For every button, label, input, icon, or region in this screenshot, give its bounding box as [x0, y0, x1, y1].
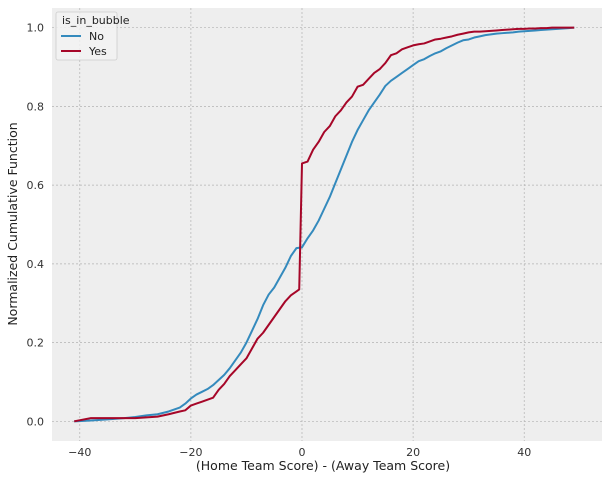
y-tick-label: 0.4 [27, 258, 45, 271]
legend-label-no: No [89, 30, 104, 43]
x-tick-label: 0 [299, 446, 306, 459]
series-line-yes [74, 26, 575, 423]
y-tick-label: 1.0 [27, 22, 45, 35]
y-axis-label: Normalized Cumulative Function [5, 122, 20, 325]
legend-label-yes: Yes [88, 45, 107, 58]
series-line-no [74, 26, 575, 423]
series-lines [74, 26, 575, 423]
x-tick-label: 40 [517, 446, 531, 459]
legend-box [55, 11, 118, 61]
y-tick-label: 0.6 [27, 179, 45, 192]
grid-lines [52, 8, 602, 441]
y-tick-label: 0.2 [27, 337, 45, 350]
plot-background [52, 8, 602, 441]
axis-ticks: −40 −20 0 20 40 0.0 0.2 0.4 0.6 0.8 1.0 [27, 22, 532, 459]
y-tick-label: 0.0 [27, 415, 45, 428]
y-tick-label: 0.8 [27, 100, 45, 113]
x-tick-label: −20 [179, 446, 202, 459]
legend-title: is_in_bubble [62, 14, 130, 27]
legend: is_in_bubble No Yes [55, 11, 130, 61]
x-axis-label: (Home Team Score) - (Away Team Score) [196, 458, 450, 473]
x-tick-label: 20 [406, 446, 420, 459]
x-tick-label: −40 [68, 446, 91, 459]
